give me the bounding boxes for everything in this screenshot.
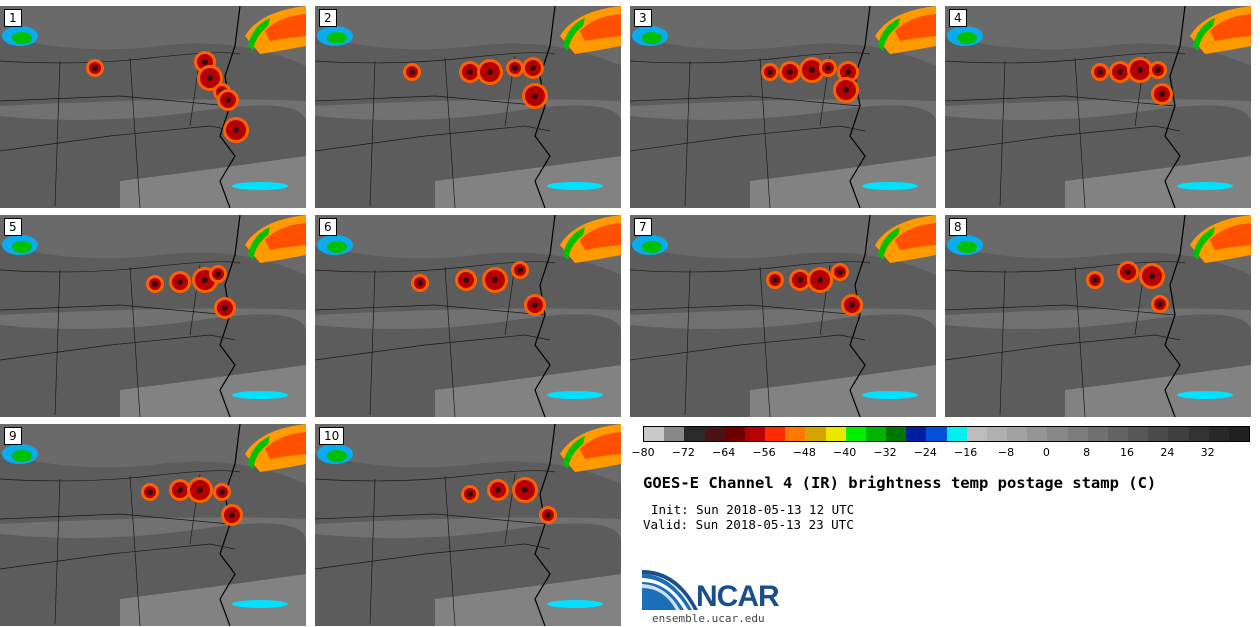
colorbar-tick-label: 8 [1083,446,1091,459]
ensemble-member-panel-10: 10 [315,424,621,626]
colorbar-swatch [1007,427,1028,441]
init-time: Init: Sun 2018-05-13 12 UTC [651,502,855,517]
colorbar-tick-label: −32 [873,446,897,459]
colorbar-swatch [1168,427,1189,441]
colorbar-swatch [865,427,887,441]
panel-label: 5 [4,218,22,236]
ir-satellite-map [0,215,306,417]
ensemble-member-panel-1: 1 [0,6,306,208]
colorbar-swatch [744,427,766,441]
colorbar-swatch [805,427,826,441]
colorbar-tick-label: −48 [792,446,816,459]
ensemble-member-panel-2: 2 [315,6,621,208]
colorbar-tick-label: −56 [752,446,776,459]
panel-label: 8 [949,218,967,236]
colorbar-swatch [825,427,846,441]
website-url: ensemble.ucar.edu [652,612,765,625]
figure-title: GOES-E Channel 4 (IR) brightness temp po… [643,474,1157,492]
colorbar-swatch [765,427,786,441]
panel-label: 4 [949,9,967,27]
ncar-logo-icon [642,570,698,610]
ir-satellite-map [0,424,306,626]
ensemble-member-panel-5: 5 [0,215,306,417]
colorbar-tick-label: 0 [1042,446,1050,459]
panel-label: 9 [4,427,22,445]
colorbar-tick-label: −64 [712,446,736,459]
colorbar-swatch [906,427,927,441]
colorbar-tick-label: −72 [671,446,695,459]
panel-label: 6 [319,218,337,236]
ir-satellite-map [630,215,936,417]
ir-satellite-map [945,215,1251,417]
colorbar-swatch [785,427,806,441]
colorbar-tick-label: −40 [833,446,857,459]
ir-satellite-map [315,6,621,208]
colorbar-swatch [926,427,947,441]
colorbar-swatch [1208,427,1229,441]
temperature-colorbar [643,426,1250,442]
colorbar-swatch [886,427,907,441]
colorbar-swatch [1188,427,1209,441]
ensemble-member-panel-8: 8 [945,215,1251,417]
valid-time: Valid: Sun 2018-05-13 23 UTC [643,517,854,532]
colorbar-tick-label: 24 [1160,446,1175,459]
colorbar-tick-label: 16 [1120,446,1134,459]
colorbar-swatch [1027,427,1048,441]
colorbar-swatch [1107,427,1129,441]
ir-satellite-map [0,6,306,208]
colorbar-swatch [644,427,665,441]
colorbar-swatch [704,427,725,441]
colorbar-swatch [1087,427,1108,441]
panel-label: 10 [319,427,345,445]
ensemble-member-panel-4: 4 [945,6,1251,208]
colorbar-tick-label: −24 [913,446,937,459]
colorbar-swatch [1228,427,1250,441]
colorbar-swatch [684,427,705,441]
ncar-wordmark: NCAR [696,580,780,613]
colorbar-swatch [1047,427,1068,441]
colorbar-tick-label: −80 [631,446,655,459]
ensemble-member-panel-6: 6 [315,215,621,417]
colorbar-swatch [986,427,1008,441]
ir-satellite-map [945,6,1251,208]
ensemble-member-panel-7: 7 [630,215,936,417]
colorbar-swatch [1148,427,1169,441]
panel-label: 3 [634,9,652,27]
colorbar-swatch [724,427,745,441]
panel-label: 1 [4,9,22,27]
ir-satellite-map [630,6,936,208]
colorbar-tick-label: 32 [1200,446,1215,459]
ensemble-member-panel-3: 3 [630,6,936,208]
colorbar-swatch [966,427,987,441]
colorbar-swatch [946,427,967,441]
colorbar-tick-label: −8 [997,446,1015,459]
panel-label: 7 [634,218,652,236]
ensemble-member-panel-9: 9 [0,424,306,626]
ir-satellite-map [315,424,621,626]
colorbar-swatch [1128,427,1149,441]
colorbar-swatch [845,427,866,441]
colorbar-swatch [664,427,685,441]
colorbar-tick-label: −16 [954,446,978,459]
colorbar-swatch [1067,427,1088,441]
ir-satellite-map [315,215,621,417]
panel-label: 2 [319,9,337,27]
